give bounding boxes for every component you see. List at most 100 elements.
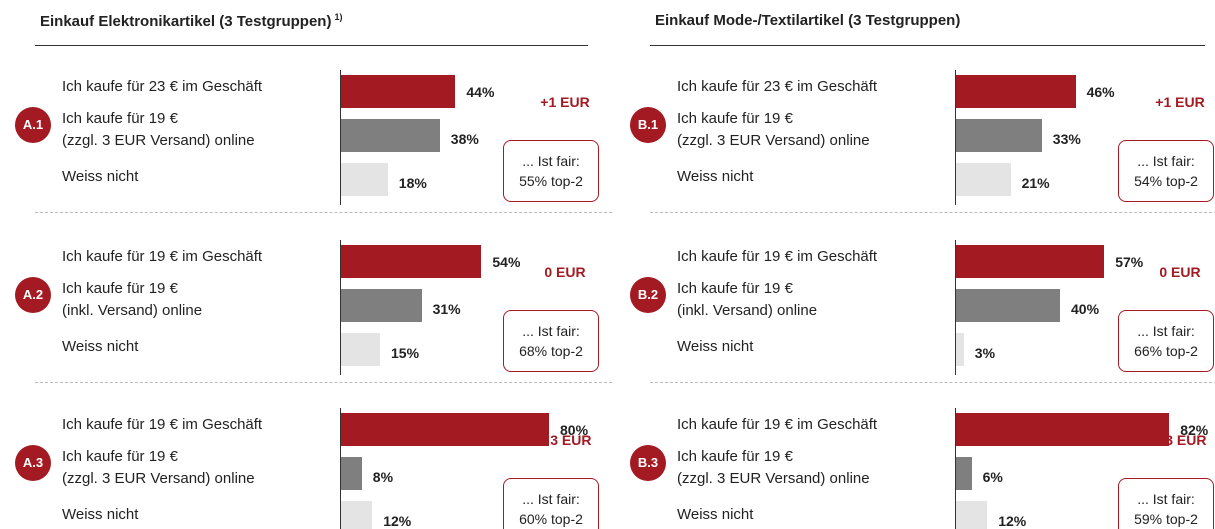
bar	[341, 457, 362, 490]
separator	[35, 382, 612, 383]
group-badge: B.2	[630, 277, 666, 313]
group-badge: A.3	[15, 445, 51, 481]
value-label: 6%	[982, 469, 1003, 485]
category-label: Ich kaufe für 19 € (zzgl. 3 EUR Versand)…	[62, 110, 255, 149]
fair-value: 59% top-2	[1134, 511, 1198, 527]
value-label: 40%	[1071, 301, 1100, 317]
column-title: Einkauf Mode-/Textilartikel (3 Testgrupp…	[655, 12, 960, 29]
price-difference: – 3 EUR	[1153, 432, 1207, 448]
value-label: 15%	[391, 345, 420, 361]
fair-box: ... Ist fair: 55% top-2	[503, 140, 599, 202]
title-text: Einkauf Elektronikartikel (3 Testgruppen…	[40, 13, 332, 30]
fair-value: 60% top-2	[519, 511, 583, 527]
group-badge: B.1	[630, 107, 666, 143]
bar	[956, 75, 1076, 108]
value-label: 44%	[466, 84, 495, 100]
category-label: Ich kaufe für 19 € (inkl. Versand) onlin…	[62, 280, 203, 319]
bar	[341, 289, 422, 322]
footnote: 1)	[334, 12, 343, 22]
axis-line	[955, 70, 956, 205]
fair-label: ... Ist fair:	[1137, 153, 1195, 169]
bar	[956, 289, 1060, 322]
axis-line	[340, 70, 341, 205]
value-label: 82%	[1180, 422, 1209, 438]
title-text: Einkauf Mode-/Textilartikel (3 Testgrupp…	[655, 12, 961, 29]
group-badge: A.1	[15, 107, 51, 143]
category-label: Ich kaufe für 19 € im Geschäft	[62, 416, 263, 433]
column-title: Einkauf Elektronikartikel (3 Testgruppen…	[40, 12, 342, 30]
bar	[956, 501, 988, 529]
price-difference: – 3 EUR	[538, 432, 592, 448]
price-difference: +1 EUR	[540, 94, 590, 110]
axis-line	[955, 408, 956, 529]
category-label: Ich kaufe für 23 € im Geschäft	[62, 78, 263, 95]
bar	[956, 163, 1011, 196]
bar	[341, 501, 373, 529]
title-rule	[35, 45, 588, 46]
separator	[35, 212, 612, 213]
category-label: Weiss nicht	[677, 506, 754, 523]
value-label: 54%	[492, 254, 521, 270]
value-label: 12%	[383, 513, 412, 529]
bar	[341, 75, 456, 108]
category-label: Weiss nicht	[677, 338, 754, 355]
bar	[956, 245, 1105, 278]
value-label: 80%	[560, 422, 589, 438]
bar	[956, 457, 972, 490]
category-label: Weiss nicht	[62, 338, 139, 355]
axis-line	[340, 408, 341, 529]
value-label: 21%	[1021, 175, 1050, 191]
axis-line	[340, 240, 341, 375]
category-label: Weiss nicht	[62, 506, 139, 523]
group-badge: B.3	[630, 445, 666, 481]
axis-line	[955, 240, 956, 375]
title-rule	[650, 45, 1205, 46]
value-label: 38%	[450, 131, 479, 147]
fair-value: 66% top-2	[1134, 343, 1198, 359]
fair-label: ... Ist fair:	[522, 491, 580, 507]
fair-value: 55% top-2	[519, 173, 583, 189]
fair-value: 68% top-2	[519, 343, 583, 359]
bar	[341, 163, 388, 196]
separator	[650, 212, 1215, 213]
category-label: Ich kaufe für 23 € im Geschäft	[677, 78, 878, 95]
value-label: 46%	[1086, 84, 1115, 100]
category-label: Ich kaufe für 19 € (zzgl. 3 EUR Versand)…	[677, 110, 870, 149]
value-label: 31%	[432, 301, 461, 317]
fair-label: ... Ist fair:	[1137, 491, 1195, 507]
value-label: 33%	[1052, 131, 1081, 147]
category-label: Ich kaufe für 19 € im Geschäft	[677, 416, 878, 433]
value-label: 18%	[398, 175, 427, 191]
bar	[341, 119, 440, 152]
fair-value: 54% top-2	[1134, 173, 1198, 189]
category-label: Ich kaufe für 19 € im Geschäft	[62, 248, 263, 265]
bar	[341, 413, 549, 446]
price-difference: 0 EUR	[1159, 264, 1201, 280]
fair-label: ... Ist fair:	[522, 153, 580, 169]
category-label: Ich kaufe für 19 € (zzgl. 3 EUR Versand)…	[677, 448, 870, 487]
value-label: 8%	[372, 469, 394, 485]
group-badge: A.2	[15, 277, 51, 313]
bar	[956, 413, 1170, 446]
value-label: 12%	[998, 513, 1027, 529]
price-difference: +1 EUR	[1155, 94, 1205, 110]
fair-box: ... Ist fair: 68% top-2	[503, 310, 599, 372]
value-label: 3%	[974, 345, 996, 361]
category-label: Ich kaufe für 19 € (inkl. Versand) onlin…	[677, 280, 818, 319]
separator	[650, 382, 1215, 383]
fair-box: ... Ist fair: 59% top-2	[1118, 478, 1214, 529]
fair-box: ... Ist fair: 54% top-2	[1118, 140, 1214, 202]
fair-label: ... Ist fair:	[522, 323, 580, 339]
category-label: Ich kaufe für 19 € (zzgl. 3 EUR Versand)…	[62, 448, 255, 487]
fair-label: ... Ist fair:	[1137, 323, 1195, 339]
bar	[956, 119, 1042, 152]
fair-box: ... Ist fair: 66% top-2	[1118, 310, 1214, 372]
bar	[341, 245, 482, 278]
price-difference: 0 EUR	[544, 264, 586, 280]
bar	[341, 333, 380, 366]
category-label: Ich kaufe für 19 € im Geschäft	[677, 248, 878, 265]
value-label: 57%	[1115, 254, 1144, 270]
category-label: Weiss nicht	[62, 168, 139, 185]
fair-box: ... Ist fair: 60% top-2	[503, 478, 599, 529]
